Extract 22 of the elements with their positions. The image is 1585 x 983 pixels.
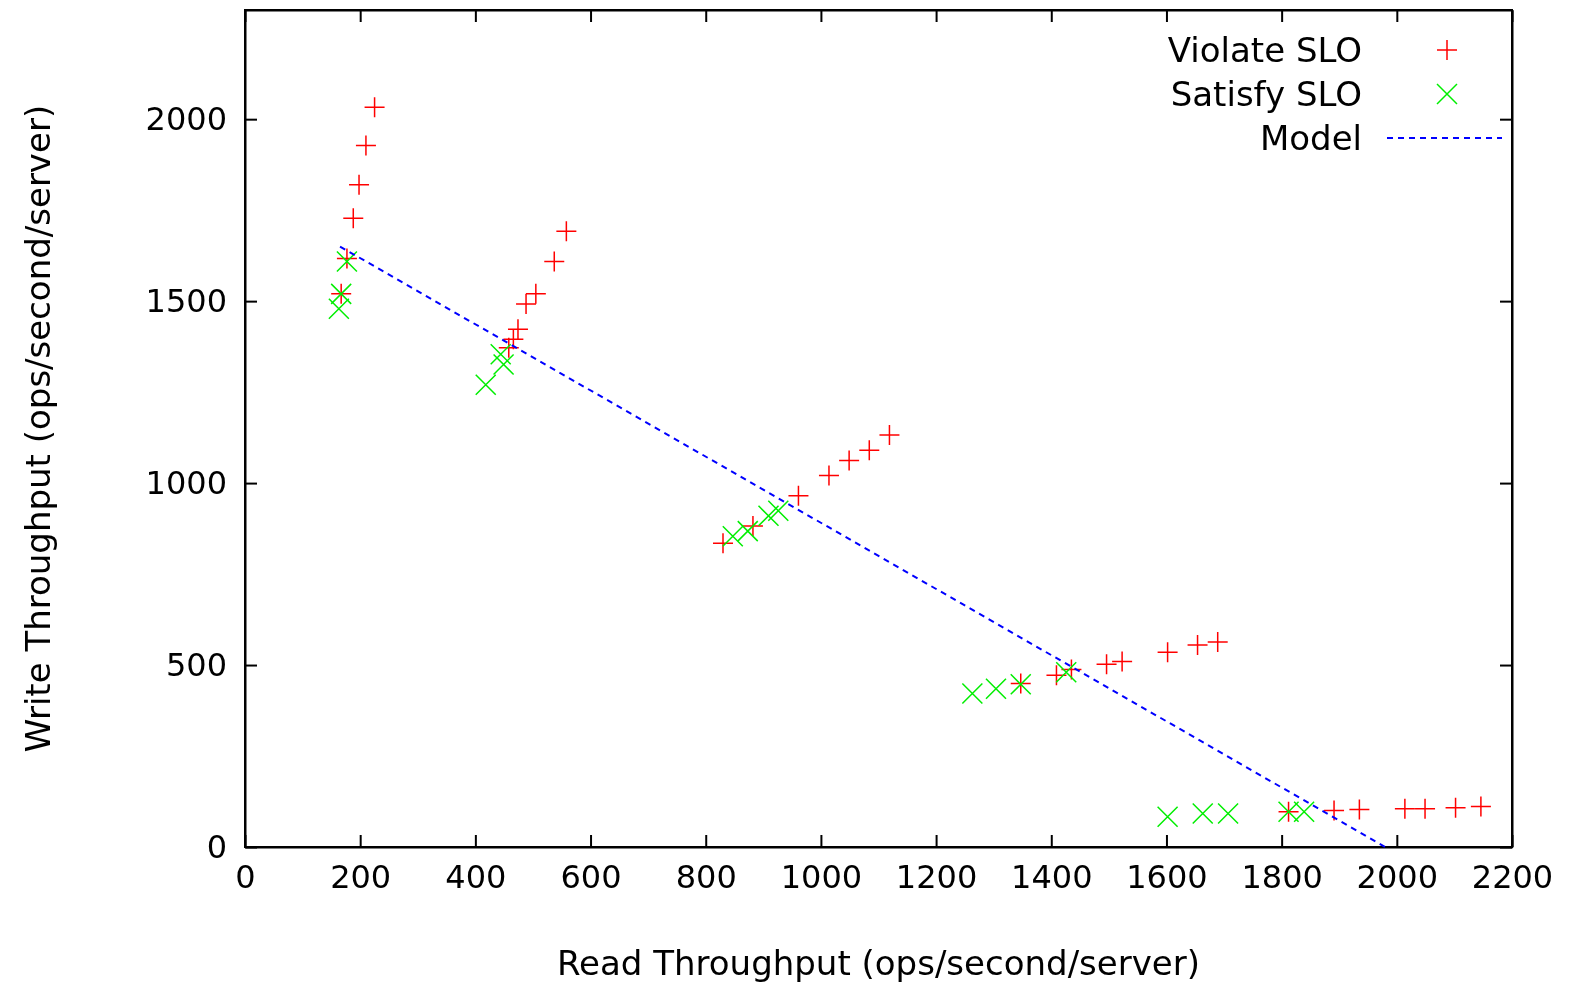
x-tick-label: 2000 (1356, 857, 1439, 896)
y-tick-label: 2000 (145, 99, 227, 138)
y-tick-label: 0 (206, 827, 227, 866)
x-tick-label: 800 (675, 857, 737, 896)
legend-label: Model (1259, 118, 1362, 158)
x-tick-label: 0 (235, 857, 256, 896)
y-tick-label: 500 (165, 645, 227, 684)
x-tick-label: 1800 (1241, 857, 1323, 896)
legend-label: Satisfy SLO (1170, 74, 1362, 114)
x-tick-label: 1200 (895, 857, 978, 896)
x-axis-title: Read Throughput (ops/second/server) (557, 943, 1200, 983)
y-tick-label: 1500 (145, 281, 227, 320)
y-axis-title: Write Throughput (ops/second/server) (18, 104, 58, 753)
x-tick-label: 1000 (780, 857, 863, 896)
x-tick-label: 200 (330, 857, 392, 896)
legend-label: Violate SLO (1167, 30, 1362, 70)
x-tick-label: 1400 (1011, 857, 1093, 896)
x-tick-label: 1600 (1126, 857, 1208, 896)
x-tick-label: 400 (445, 857, 507, 896)
y-tick-label: 1000 (145, 463, 227, 502)
x-tick-label: 2200 (1471, 857, 1554, 896)
x-tick-label: 600 (560, 857, 622, 896)
